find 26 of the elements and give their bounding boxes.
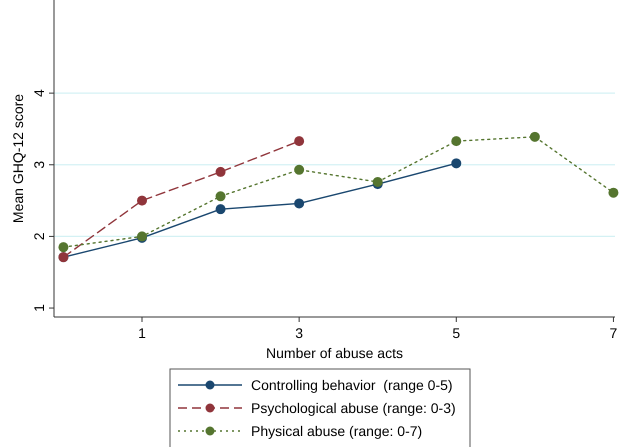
point bbox=[216, 191, 226, 202]
point bbox=[294, 136, 304, 146]
x-tick-label: 1 bbox=[138, 325, 146, 341]
x-tick-label: 3 bbox=[295, 325, 304, 341]
point bbox=[451, 158, 462, 168]
y-tick-label: 3 bbox=[31, 160, 47, 169]
y-tick-label: 1 bbox=[31, 304, 47, 312]
point bbox=[216, 204, 226, 214]
point bbox=[530, 132, 540, 142]
point bbox=[451, 136, 462, 146]
point bbox=[216, 166, 226, 177]
point bbox=[58, 242, 68, 252]
x-axis-title: Number of abuse acts bbox=[266, 345, 403, 361]
legend-label: Controlling behavior (range 0-5) bbox=[251, 377, 453, 393]
point bbox=[137, 196, 147, 206]
y-tick-label: 2 bbox=[31, 232, 47, 240]
legend-label: Physical abuse (range: 0-7) bbox=[251, 423, 422, 439]
point bbox=[372, 176, 383, 187]
x-tick-label: 5 bbox=[452, 325, 460, 341]
legend-label: Psychological abuse (range: 0-3) bbox=[251, 400, 456, 416]
x-tick-label: 7 bbox=[610, 325, 618, 341]
point bbox=[294, 164, 304, 175]
point bbox=[294, 198, 304, 208]
y-tick-label: 4 bbox=[31, 89, 47, 98]
point bbox=[608, 188, 618, 198]
y-axis-title: Mean GHQ-12 score bbox=[10, 94, 26, 224]
